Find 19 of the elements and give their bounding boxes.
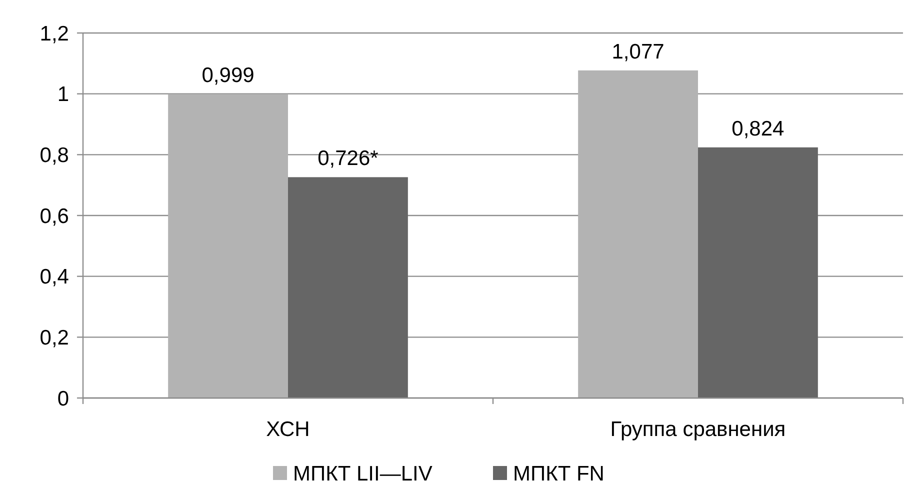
y-tick-label: 1,2 [40, 22, 69, 46]
data-label: 1,077 [612, 40, 664, 64]
bar [698, 147, 818, 398]
y-tick-label: 0,6 [40, 204, 69, 228]
y-tick-label: 0,2 [40, 326, 69, 350]
bar [578, 70, 698, 398]
legend-label: МПКТ LII—LIV [293, 462, 432, 486]
data-label: 0,726* [318, 147, 378, 170]
data-label: 0,999 [202, 64, 254, 88]
y-tick-label: 1 [57, 83, 69, 106]
bar [288, 177, 408, 398]
y-tick-label: 0,8 [40, 144, 69, 168]
legend-label: МПКТ FN [513, 462, 604, 486]
bar [168, 94, 288, 398]
data-label: 0,824 [732, 117, 785, 140]
x-tick-label: Группа сравнения [610, 418, 786, 441]
y-tick-label: 0 [57, 387, 69, 410]
x-tick-label: ХСН [266, 418, 310, 441]
y-tick-label: 0,4 [40, 266, 70, 289]
